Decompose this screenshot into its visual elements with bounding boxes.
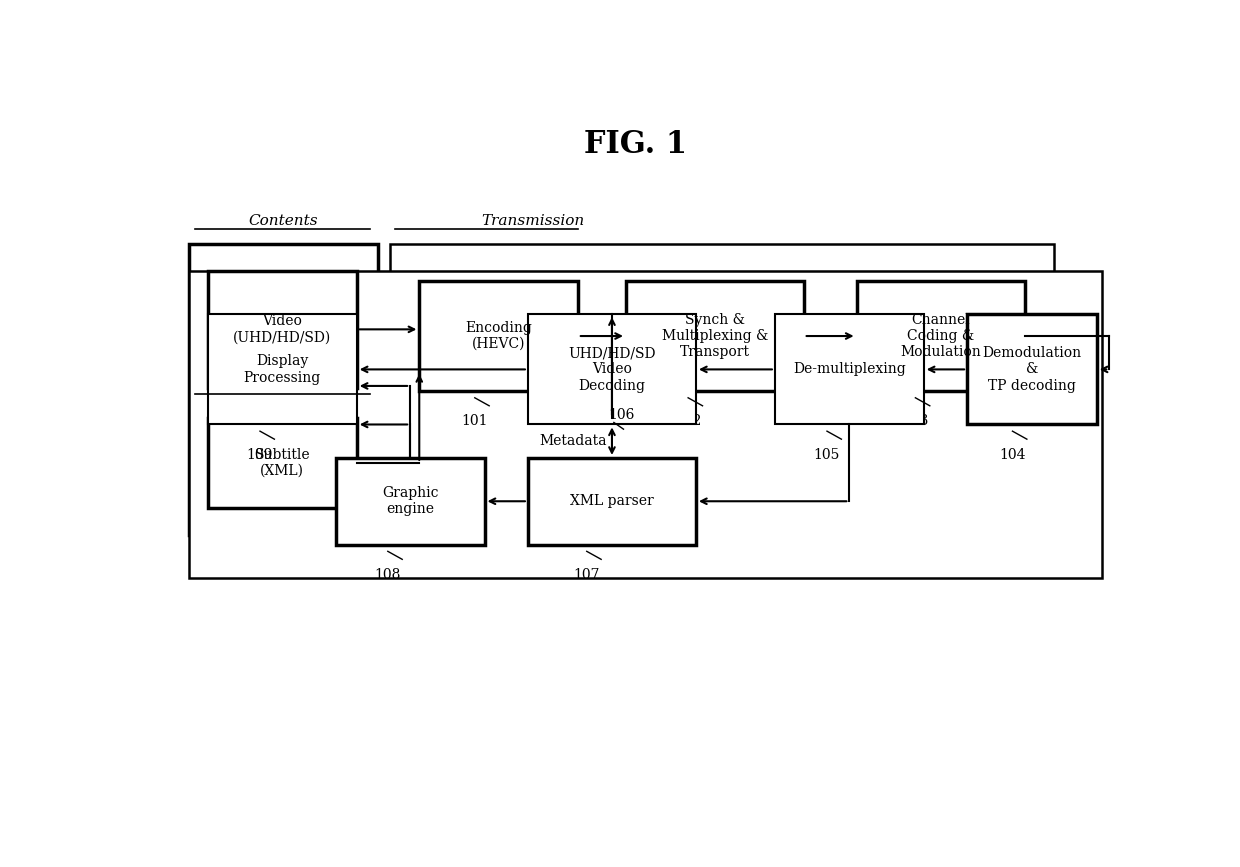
Text: Graphic
engine: Graphic engine bbox=[382, 486, 439, 517]
Text: Video
(UHD/HD/SD): Video (UHD/HD/SD) bbox=[233, 314, 331, 344]
Text: 104: 104 bbox=[999, 448, 1025, 462]
Text: Contents: Contents bbox=[248, 213, 317, 227]
Bar bbox=[775, 315, 924, 425]
Text: 101: 101 bbox=[461, 414, 489, 428]
Text: De-multiplexing: De-multiplexing bbox=[792, 362, 905, 376]
Text: Subtitle
(XML): Subtitle (XML) bbox=[254, 447, 310, 478]
Bar bbox=[391, 244, 1054, 418]
Bar bbox=[528, 458, 696, 544]
Bar bbox=[528, 315, 696, 425]
Text: XML parser: XML parser bbox=[570, 494, 653, 508]
Text: Transmission: Transmission bbox=[481, 213, 585, 227]
Text: 106: 106 bbox=[609, 408, 635, 422]
Text: Display
Processing: Display Processing bbox=[244, 355, 321, 384]
Text: 109: 109 bbox=[247, 448, 273, 462]
Text: Synch &
Multiplexing &
Transport: Synch & Multiplexing & Transport bbox=[662, 313, 768, 359]
Bar bbox=[626, 281, 804, 391]
Text: Demodulation
&
TP decoding: Demodulation & TP decoding bbox=[982, 346, 1081, 393]
Text: 108: 108 bbox=[374, 568, 401, 582]
Text: FIG. 1: FIG. 1 bbox=[584, 128, 687, 160]
Text: 107: 107 bbox=[573, 568, 600, 582]
Bar bbox=[208, 271, 357, 388]
Bar bbox=[208, 418, 357, 508]
Text: UHD/HD/SD
Video
Decoding: UHD/HD/SD Video Decoding bbox=[568, 346, 656, 393]
Text: Receiver: Receiver bbox=[249, 378, 316, 393]
Text: Metadata: Metadata bbox=[539, 434, 608, 448]
Bar bbox=[857, 281, 1024, 391]
Bar bbox=[208, 315, 357, 425]
Bar bbox=[967, 315, 1096, 425]
Text: 103: 103 bbox=[903, 414, 929, 428]
Text: Encoding
(HEVC): Encoding (HEVC) bbox=[465, 321, 532, 351]
Text: 105: 105 bbox=[813, 448, 841, 462]
Bar bbox=[188, 271, 1101, 578]
Bar bbox=[188, 244, 378, 535]
Bar bbox=[419, 281, 578, 391]
Bar bbox=[336, 458, 485, 544]
Text: 102: 102 bbox=[675, 414, 702, 428]
Text: Channel
Coding &
Modulation: Channel Coding & Modulation bbox=[900, 313, 981, 359]
